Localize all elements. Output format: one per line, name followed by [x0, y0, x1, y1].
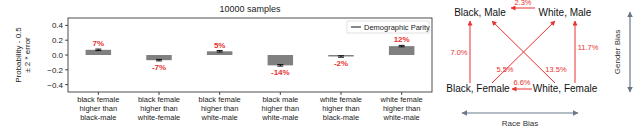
- x-tick-label: black malehigher thanwhite-male: [261, 95, 299, 122]
- error-bar: [156, 59, 162, 60]
- x-tick-label: black femalehigher thanwhite-female: [137, 95, 181, 122]
- y-tick-label: 0.4: [52, 21, 64, 30]
- data-label: -2%: [334, 59, 348, 68]
- y-tick-label: 0.0: [52, 51, 64, 60]
- edge-label: 7.0%: [450, 48, 467, 57]
- error-bar-cap: [156, 59, 162, 60]
- x-tick-label: white femalehigher thanwhite-male: [380, 95, 423, 122]
- error-bar: [217, 51, 223, 52]
- x-tick-label: black femalehigher thanwhite-male: [199, 95, 241, 122]
- x-tick-label: white femalehigher thanblack-male: [319, 95, 362, 122]
- node-label: White, Female: [533, 83, 598, 94]
- error-bar: [277, 65, 283, 66]
- data-label: 7%: [93, 39, 105, 48]
- bar: [389, 46, 414, 55]
- edge-arrow: [575, 21, 576, 83]
- error-bar: [338, 56, 344, 57]
- y-tick: [65, 69, 68, 70]
- error-bar-cap: [95, 50, 101, 51]
- edge-label: 13.5%: [545, 65, 567, 74]
- edge-arrow: [470, 21, 471, 83]
- y-tick: [65, 40, 68, 41]
- error-bar-cap: [277, 64, 283, 65]
- edge-arrow: [511, 8, 535, 9]
- edge-label: 11.7%: [578, 43, 599, 52]
- y-tick-label: −0.2: [47, 66, 63, 75]
- bar: [146, 55, 171, 60]
- plot-marks: [86, 45, 415, 66]
- node-label: Black, Female: [446, 83, 510, 94]
- axis-label: Gender Bias: [613, 30, 622, 74]
- legend-label: Demographic Parity: [364, 23, 430, 32]
- y-tick: [65, 84, 68, 85]
- y-tick-label: −0.4: [47, 81, 63, 90]
- axis-arrow: [462, 112, 578, 113]
- data-label: 5%: [214, 41, 226, 50]
- bar: [268, 55, 293, 65]
- edge-label: 2.3%: [514, 0, 531, 7]
- figure: 10000 samples Probability - 0.5± 2 * erro…: [0, 0, 640, 130]
- y-tick: [65, 55, 68, 56]
- legend-swatch: [351, 27, 361, 28]
- edge-label: 6.6%: [513, 78, 530, 87]
- error-bar-cap: [95, 49, 101, 50]
- legend: Demographic Parity: [347, 21, 430, 33]
- error-bar-cap: [399, 45, 405, 46]
- data-label: 12%: [394, 35, 410, 44]
- axis-arrow: [629, 12, 630, 92]
- error-bar-cap: [217, 50, 223, 51]
- error-bar-cap: [399, 46, 405, 47]
- error-bar-cap: [338, 57, 344, 58]
- edge-label: 5.5%: [496, 65, 513, 74]
- x-tick-label: black femalehigher thanblack-male: [77, 95, 119, 122]
- bar: [207, 51, 232, 55]
- error-bar-cap: [217, 52, 223, 53]
- data-label: -14%: [271, 68, 290, 77]
- chart-title: 10000 samples: [219, 4, 281, 14]
- plot-frame: [68, 18, 432, 92]
- bar: [86, 50, 111, 55]
- y-axis-label: Probability - 0.5± 2 * error: [14, 27, 32, 83]
- edge-arrow: [512, 89, 532, 90]
- bar: [328, 55, 353, 56]
- error-bar: [399, 45, 405, 46]
- error-bar-cap: [338, 55, 344, 56]
- y-tick-label: 0.2: [52, 36, 64, 45]
- error-bar-cap: [156, 60, 162, 61]
- node-label: Black, Male: [454, 7, 506, 18]
- y-tick: [65, 25, 68, 26]
- axis-label: Race Bias: [502, 119, 538, 128]
- error-bar-cap: [277, 66, 283, 67]
- error-bar: [95, 49, 101, 50]
- data-label: -7%: [152, 63, 166, 72]
- node-label: White, Male: [539, 7, 592, 18]
